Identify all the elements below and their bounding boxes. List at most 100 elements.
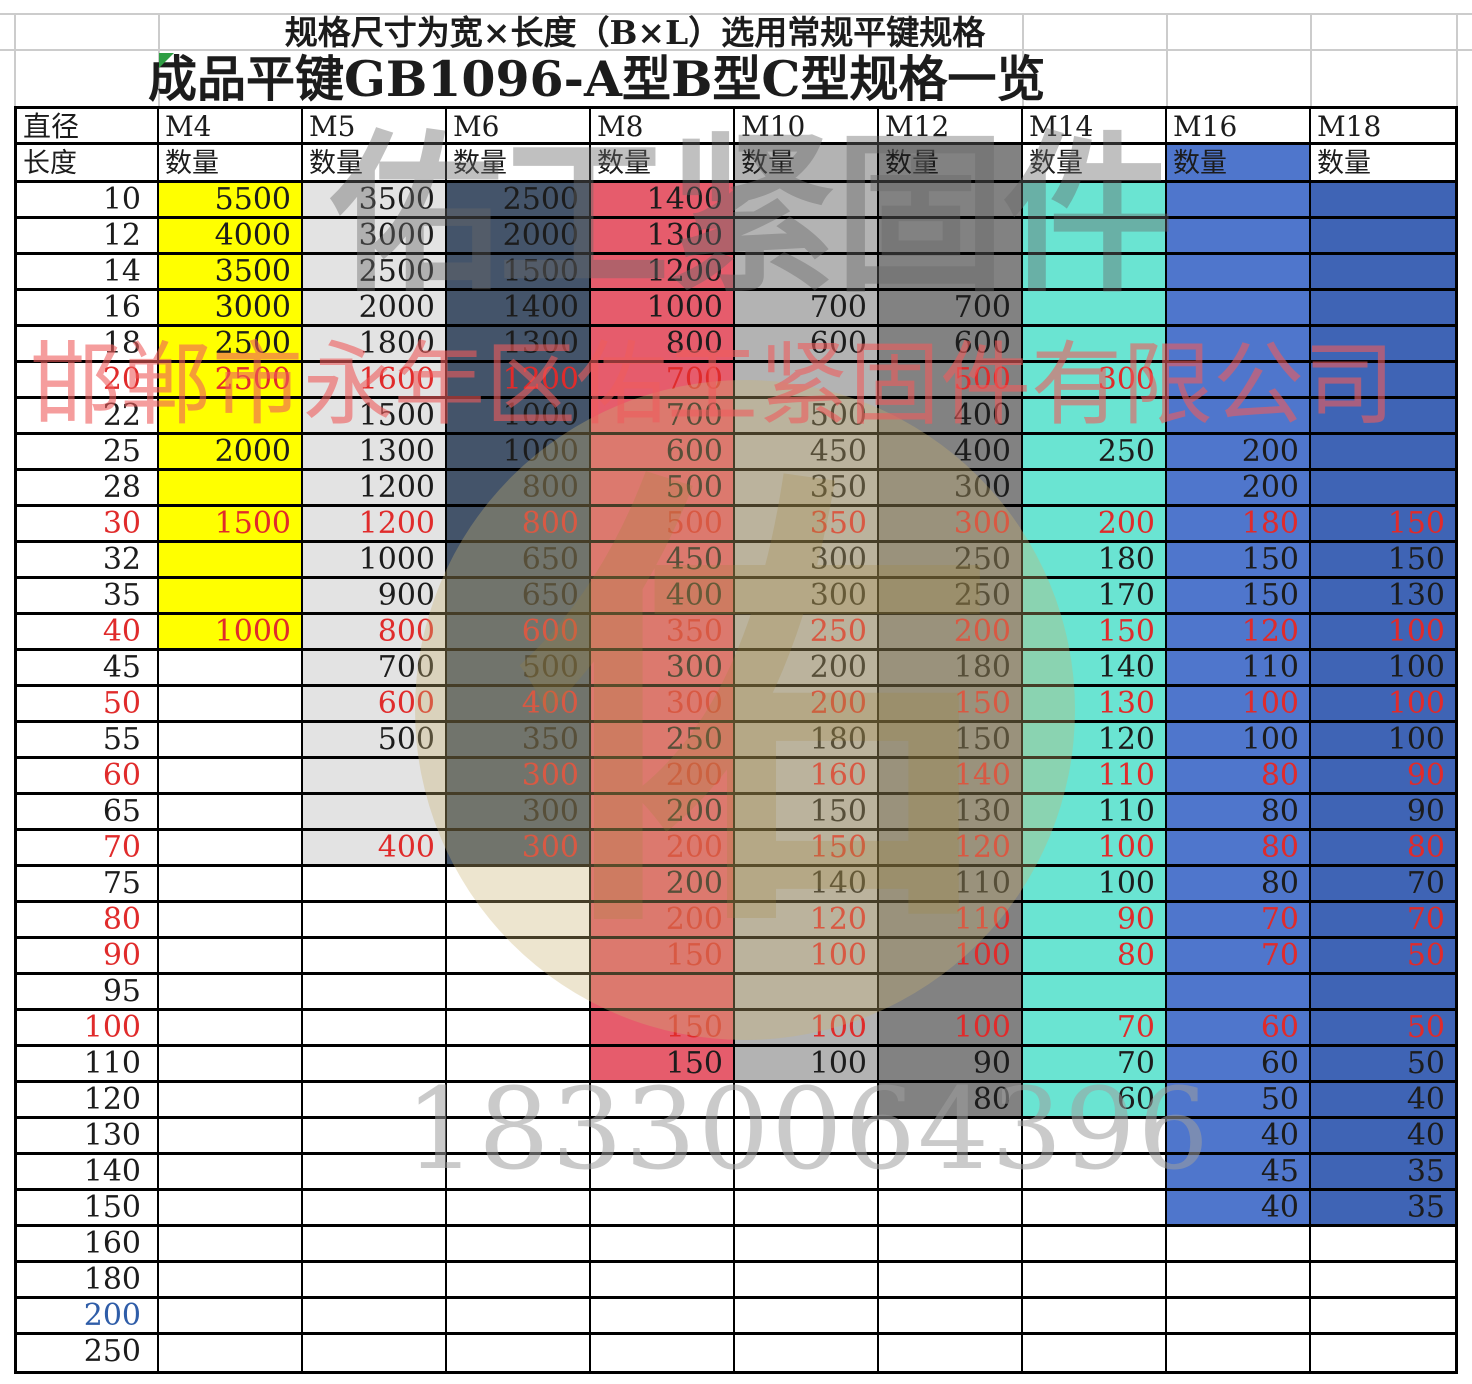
cell-m16-130[interactable]: 40 [1167,1119,1311,1155]
row-label-250[interactable]: 250 [17,1335,159,1371]
cell-m12-200[interactable] [879,1299,1023,1335]
cell-m10-95[interactable] [735,975,879,1011]
cell-m16-35[interactable]: 150 [1167,579,1311,615]
cell-m5-70[interactable]: 400 [303,831,447,867]
cell-m10-70[interactable]: 150 [735,831,879,867]
cell-m4-20[interactable]: 2500 [159,363,303,399]
cell-m8-10[interactable]: 1400 [591,183,735,219]
cell-m18-110[interactable]: 50 [1311,1047,1455,1083]
cell-m6-150[interactable] [447,1191,591,1227]
cell-m10-14[interactable] [735,255,879,291]
cell-m16-120[interactable]: 50 [1167,1083,1311,1119]
cell-m5-75[interactable] [303,867,447,903]
cell-m6-140[interactable] [447,1155,591,1191]
cell-m16-22[interactable] [1167,399,1311,435]
cell-m10-16[interactable]: 700 [735,291,879,327]
cell-m14-35[interactable]: 170 [1023,579,1167,615]
cell-m18-150[interactable]: 35 [1311,1191,1455,1227]
cell-m10-12[interactable] [735,219,879,255]
cell-m18-25[interactable] [1311,435,1455,471]
cell-m16-14[interactable] [1167,255,1311,291]
column-header-m10[interactable]: M10 [735,109,879,145]
cell-m16-25[interactable]: 200 [1167,435,1311,471]
cell-m4-32[interactable] [159,543,303,579]
cell-m5-80[interactable] [303,903,447,939]
cell-m16-10[interactable] [1167,183,1311,219]
cell-m4-50[interactable] [159,687,303,723]
cell-m8-160[interactable] [591,1227,735,1263]
cell-m12-18[interactable]: 600 [879,327,1023,363]
cell-m12-55[interactable]: 150 [879,723,1023,759]
cell-m14-18[interactable] [1023,327,1167,363]
row-label-25[interactable]: 25 [17,435,159,471]
cell-m14-10[interactable] [1023,183,1167,219]
subtitle-spec-note[interactable]: 规格尺寸为宽×长度（B×L）选用常规平键规格 [284,13,986,52]
cell-m5-120[interactable] [303,1083,447,1119]
cell-m8-30[interactable]: 500 [591,507,735,543]
cell-m18-120[interactable]: 40 [1311,1083,1455,1119]
row-label-10[interactable]: 10 [17,183,159,219]
cell-m8-18[interactable]: 800 [591,327,735,363]
qty-header-m16[interactable]: 数量 [1167,145,1311,183]
cell-m10-100[interactable]: 100 [735,1011,879,1047]
cell-m5-100[interactable] [303,1011,447,1047]
cell-m10-130[interactable] [735,1119,879,1155]
row-label-18[interactable]: 18 [17,327,159,363]
cell-m18-20[interactable] [1311,363,1455,399]
cell-m16-60[interactable]: 80 [1167,759,1311,795]
corner-cell-diameter[interactable]: 直径 [17,109,159,145]
cell-m10-18[interactable]: 600 [735,327,879,363]
cell-m4-12[interactable]: 4000 [159,219,303,255]
cell-m8-16[interactable]: 1000 [591,291,735,327]
cell-m8-95[interactable] [591,975,735,1011]
cell-m10-90[interactable]: 100 [735,939,879,975]
cell-m4-70[interactable] [159,831,303,867]
cell-m12-40[interactable]: 200 [879,615,1023,651]
cell-m6-20[interactable]: 1200 [447,363,591,399]
cell-m5-10[interactable]: 3500 [303,183,447,219]
cell-m12-140[interactable] [879,1155,1023,1191]
cell-m16-40[interactable]: 120 [1167,615,1311,651]
cell-m5-65[interactable] [303,795,447,831]
row-label-100[interactable]: 100 [17,1011,159,1047]
column-header-m5[interactable]: M5 [303,109,447,145]
row-label-200[interactable]: 200 [17,1299,159,1335]
cell-m12-22[interactable]: 400 [879,399,1023,435]
cell-m5-95[interactable] [303,975,447,1011]
column-header-m8[interactable]: M8 [591,109,735,145]
cell-m18-250[interactable] [1311,1335,1455,1371]
cell-m16-150[interactable]: 40 [1167,1191,1311,1227]
cell-m14-22[interactable] [1023,399,1167,435]
cell-m8-100[interactable]: 150 [591,1011,735,1047]
cell-m6-35[interactable]: 650 [447,579,591,615]
cell-m14-180[interactable] [1023,1263,1167,1299]
cell-m4-14[interactable]: 3500 [159,255,303,291]
cell-m5-160[interactable] [303,1227,447,1263]
column-header-m16[interactable]: M16 [1167,109,1311,145]
cell-m4-25[interactable]: 2000 [159,435,303,471]
cell-m18-35[interactable]: 130 [1311,579,1455,615]
cell-m18-14[interactable] [1311,255,1455,291]
cell-m12-120[interactable]: 80 [879,1083,1023,1119]
cell-m5-25[interactable]: 1300 [303,435,447,471]
column-header-m14[interactable]: M14 [1023,109,1167,145]
cell-m4-22[interactable] [159,399,303,435]
cell-m16-70[interactable]: 80 [1167,831,1311,867]
cell-m4-140[interactable] [159,1155,303,1191]
cell-m18-95[interactable] [1311,975,1455,1011]
cell-m18-50[interactable]: 100 [1311,687,1455,723]
row-label-28[interactable]: 28 [17,471,159,507]
cell-m4-95[interactable] [159,975,303,1011]
cell-m5-30[interactable]: 1200 [303,507,447,543]
cell-m6-250[interactable] [447,1335,591,1371]
cell-m8-75[interactable]: 200 [591,867,735,903]
cell-m8-70[interactable]: 200 [591,831,735,867]
cell-m10-120[interactable] [735,1083,879,1119]
cell-m6-120[interactable] [447,1083,591,1119]
cell-m5-90[interactable] [303,939,447,975]
cell-m5-20[interactable]: 1600 [303,363,447,399]
row-label-20[interactable]: 20 [17,363,159,399]
cell-m5-130[interactable] [303,1119,447,1155]
row-label-12[interactable]: 12 [17,219,159,255]
row-label-14[interactable]: 14 [17,255,159,291]
